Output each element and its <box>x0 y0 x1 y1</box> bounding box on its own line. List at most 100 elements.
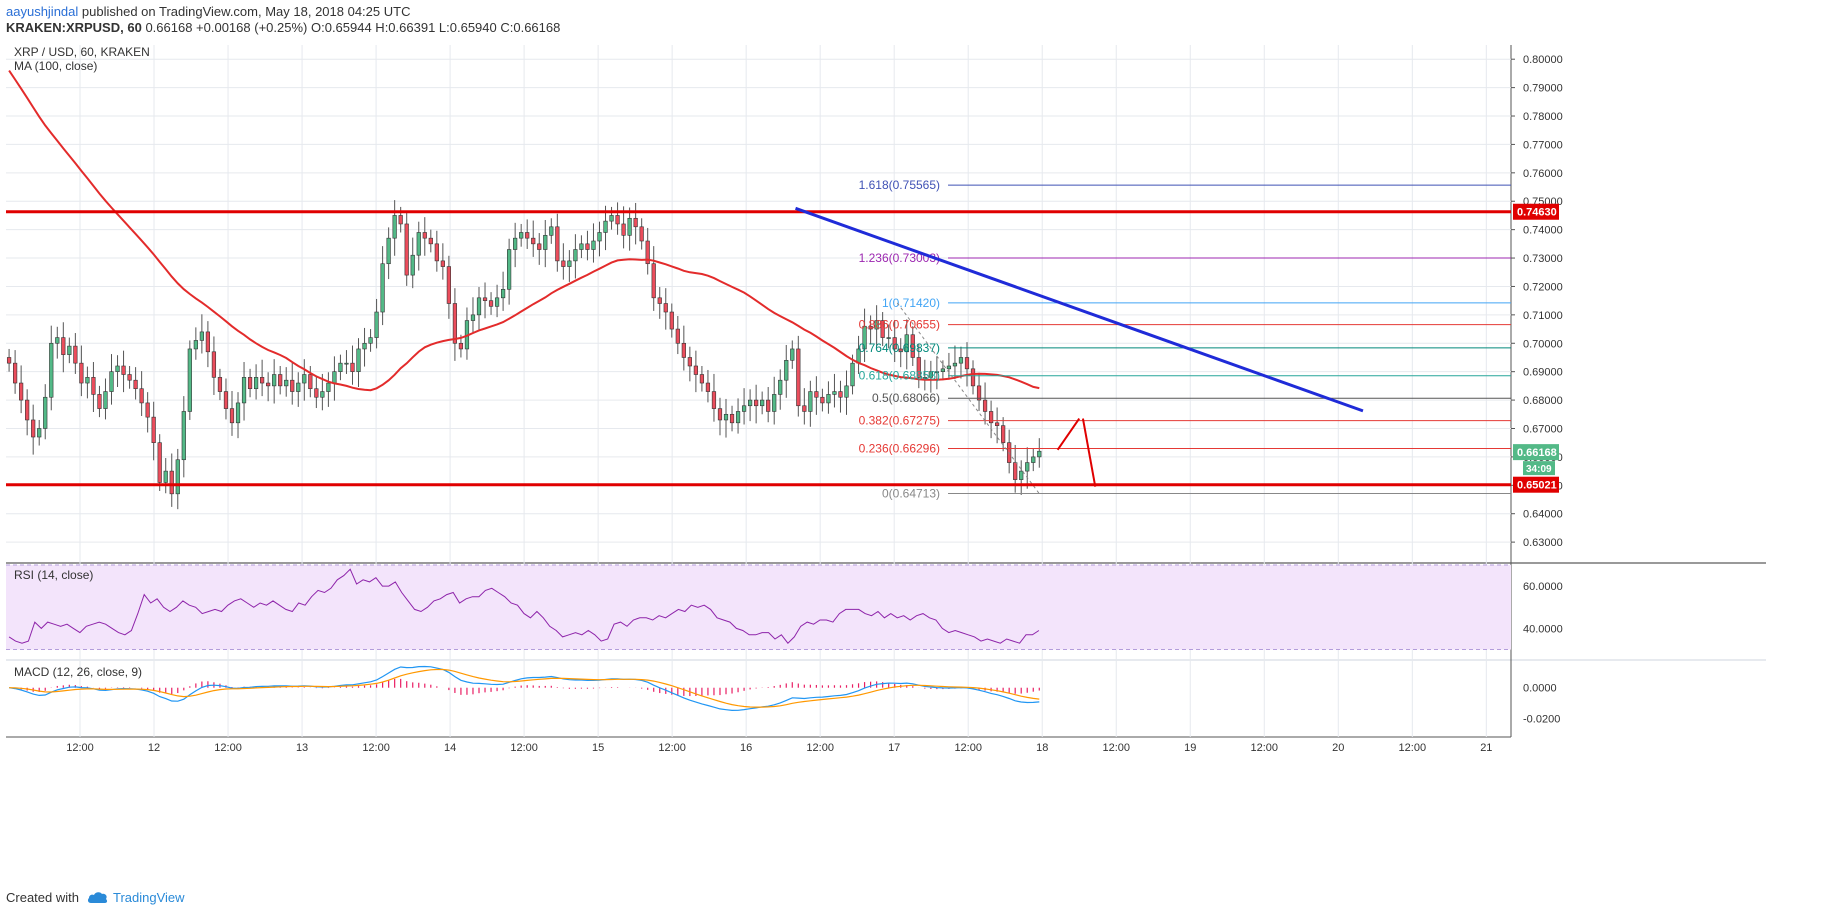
candle-body <box>205 331 211 353</box>
candle-body <box>181 411 186 461</box>
candle-body <box>850 362 855 387</box>
candle-body <box>639 226 644 242</box>
candle-body <box>19 382 24 401</box>
candle-body <box>681 342 686 358</box>
candle-body <box>338 362 343 372</box>
author-link[interactable]: aayushjindal <box>6 4 79 19</box>
candle-body <box>970 368 976 387</box>
candle-body <box>229 408 235 424</box>
ma-line <box>8 70 1040 392</box>
candle-body <box>880 320 885 338</box>
candle-body <box>531 237 536 245</box>
candle-body <box>43 396 48 429</box>
candle-body <box>392 215 397 239</box>
candle-body <box>609 215 614 222</box>
candle-body <box>55 337 60 344</box>
candle-body <box>555 226 560 262</box>
candle-body <box>958 357 964 364</box>
macd-line <box>9 665 1040 712</box>
x-tick-label: 21 <box>1480 742 1492 754</box>
candle-body <box>356 348 361 372</box>
x-tick-label: 12:00 <box>954 742 982 754</box>
candle-body <box>814 391 819 398</box>
y-tick-label: 0.72000 <box>1523 281 1563 293</box>
fib-level-label: 1.236(0.73003) <box>859 251 940 265</box>
fib-level-label: 1.618(0.75565) <box>859 178 940 192</box>
candle-body <box>67 345 72 355</box>
x-tick-label: 19 <box>1184 742 1196 754</box>
x-tick-label: 17 <box>888 742 900 754</box>
candle-body <box>31 419 36 438</box>
candle-body <box>573 249 578 262</box>
timer-tag <box>1523 461 1555 476</box>
price-tag-label: 0.65021 <box>1517 480 1557 492</box>
macd-tick-label: -0.0200 <box>1523 714 1560 726</box>
candle-body <box>567 260 572 267</box>
candle-body <box>25 399 30 421</box>
candle-body <box>711 391 717 409</box>
candle-body <box>326 382 331 392</box>
candle-body <box>916 357 921 378</box>
candle-body <box>525 232 530 239</box>
candle-body <box>482 297 488 301</box>
candle-body <box>663 303 668 313</box>
y-tick-label: 0.76000 <box>1523 168 1563 180</box>
macd-label: MACD (12, 26, close, 9) <box>14 665 142 679</box>
macd-signal-line <box>9 668 1040 708</box>
candle-body <box>952 362 958 367</box>
candle-body <box>934 371 939 373</box>
chart-area[interactable]: 12:00 12 12:00 13 12:00 14 12:00 15 12:00 16 12:00… <box>6 45 1766 885</box>
price-chart[interactable]: 12:00 12 12:00 13 12:00 14 12:00 15 12:00 16 12:00… <box>6 45 1766 885</box>
current-price-tag <box>1513 444 1559 461</box>
candle-body <box>314 388 319 398</box>
candle-body <box>748 399 753 407</box>
candle-body <box>1031 456 1036 463</box>
candle-body <box>507 249 512 290</box>
fib-level-label: 0(0.64713) <box>882 486 940 500</box>
candle-body <box>729 413 735 424</box>
tradingview-brand[interactable]: TradingView <box>87 890 185 905</box>
footer: Created with TradingView <box>6 890 185 905</box>
timer-label: 34:09 <box>1526 464 1552 475</box>
x-tick-label: 13 <box>296 742 308 754</box>
candle-body <box>266 382 271 387</box>
candle-body <box>37 428 42 438</box>
candle-body <box>500 288 506 299</box>
candle-body <box>976 385 982 401</box>
candle-body <box>735 411 741 424</box>
rsi-label: RSI (14, close) <box>14 568 93 582</box>
current-price-label: 0.66168 <box>1517 447 1557 459</box>
candle-body <box>410 254 415 276</box>
candle-body <box>808 391 813 412</box>
x-tick-label: 16 <box>740 742 752 754</box>
candle-body <box>374 311 379 338</box>
candle-body <box>928 371 933 378</box>
x-tick-label: 12:00 <box>66 742 94 754</box>
candle-body <box>61 337 66 355</box>
candle-body <box>332 371 337 384</box>
candle-body <box>217 377 223 392</box>
candle-body <box>603 220 608 233</box>
publish-info: published on TradingView.com, May 18, 20… <box>78 4 411 19</box>
candle-body <box>946 365 952 370</box>
candle-body <box>1025 462 1030 472</box>
candle-body <box>121 365 126 375</box>
y-tick-label: 0.67000 <box>1523 423 1563 435</box>
candle-body <box>139 388 144 404</box>
candle-body <box>211 351 217 378</box>
candle-body <box>13 362 18 384</box>
candle-body <box>1001 425 1006 443</box>
candle-body <box>886 337 891 339</box>
x-tick-label: 12:00 <box>510 742 538 754</box>
x-tick-label: 12 <box>148 742 160 754</box>
y-tick-label: 0.70000 <box>1523 338 1563 350</box>
candle-body <box>621 223 626 236</box>
candle-body <box>302 374 307 384</box>
candle-body <box>398 215 403 225</box>
candle-body <box>519 232 524 239</box>
candle-body <box>988 411 994 424</box>
candle-body <box>127 374 132 381</box>
resistance-trendline <box>795 206 1364 413</box>
macd-tick-label: 0.0000 <box>1523 683 1557 695</box>
candle-body <box>874 320 879 330</box>
